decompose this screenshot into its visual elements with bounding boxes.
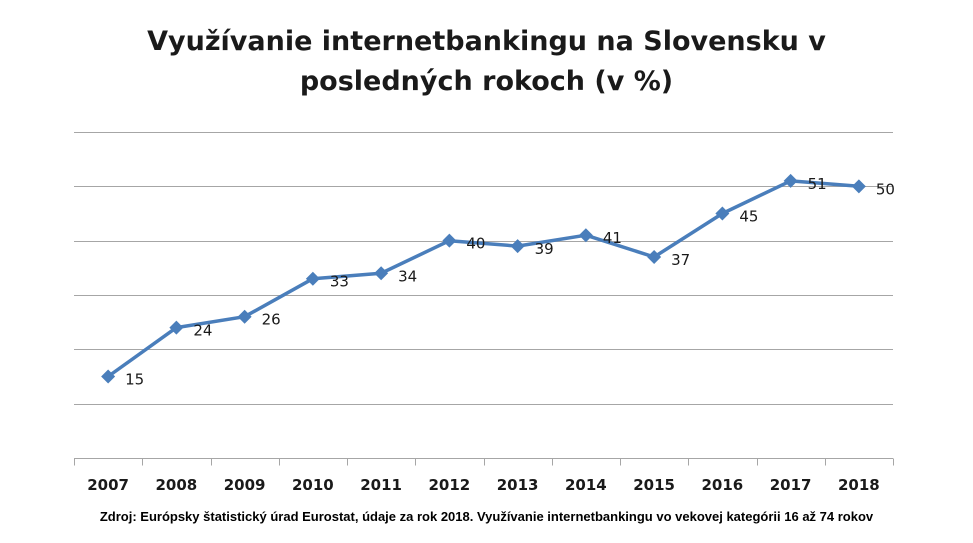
- x-tick-label-2008: 2008: [156, 476, 198, 494]
- data-label-2010: 33: [330, 273, 349, 291]
- x-tick-label-2016: 2016: [702, 476, 744, 494]
- data-labels: 15 24 26 33 34 40 39 41 37 45 51 50: [125, 175, 895, 389]
- data-point-2007: [101, 369, 116, 384]
- x-tick-label-2012: 2012: [429, 476, 471, 494]
- x-tick-label-2015: 2015: [633, 476, 675, 494]
- data-label-2011: 34: [398, 267, 417, 285]
- data-label-2017: 51: [808, 175, 827, 193]
- data-label-2018: 50: [876, 180, 895, 198]
- data-point-2016: [715, 206, 730, 221]
- data-point-2010: [305, 271, 320, 286]
- x-tick-label-2017: 2017: [770, 476, 812, 494]
- gridlines: [74, 132, 893, 405]
- x-tick-label-2018: 2018: [838, 476, 880, 494]
- data-point-2018: [851, 179, 866, 194]
- data-label-2014: 41: [603, 229, 622, 247]
- chart-title: Využívanie internetbankingu na Slovensku…: [0, 22, 973, 102]
- data-label-2016: 45: [739, 208, 758, 226]
- series-internetbanking: [101, 173, 866, 384]
- data-label-2012: 40: [466, 235, 485, 253]
- data-label-2009: 26: [262, 311, 281, 329]
- data-point-2014: [578, 228, 593, 243]
- x-tick-label-2009: 2009: [224, 476, 266, 494]
- source-note: Zdroj: Európsky štatistický úrad Eurosta…: [99, 509, 874, 524]
- series-line: [106, 179, 861, 379]
- data-label-2013: 39: [535, 240, 554, 258]
- chart-title-line-1: Využívanie internetbankingu na Slovensku…: [147, 26, 826, 57]
- x-tick-label-2007: 2007: [87, 476, 129, 494]
- data-point-2008: [169, 320, 184, 335]
- data-point-2012: [442, 233, 457, 248]
- data-point-2011: [374, 266, 389, 281]
- x-tick-label-2013: 2013: [497, 476, 539, 494]
- data-point-2013: [510, 239, 525, 254]
- x-axis: 2007 2008 2009 2010 2011 2012 2013 2014 2015 2016…: [74, 458, 894, 494]
- data-point-2009: [237, 309, 252, 324]
- x-tick-label-2011: 2011: [360, 476, 402, 494]
- x-tick-label-2010: 2010: [292, 476, 334, 494]
- data-point-2015: [647, 249, 662, 264]
- data-label-2015: 37: [671, 251, 690, 269]
- data-label-2008: 24: [193, 322, 212, 340]
- x-tick-label-2014: 2014: [565, 476, 607, 494]
- data-label-2007: 15: [125, 371, 144, 389]
- chart-title-line-2: posledných rokoch (v %): [299, 66, 674, 97]
- data-point-2017: [783, 173, 798, 188]
